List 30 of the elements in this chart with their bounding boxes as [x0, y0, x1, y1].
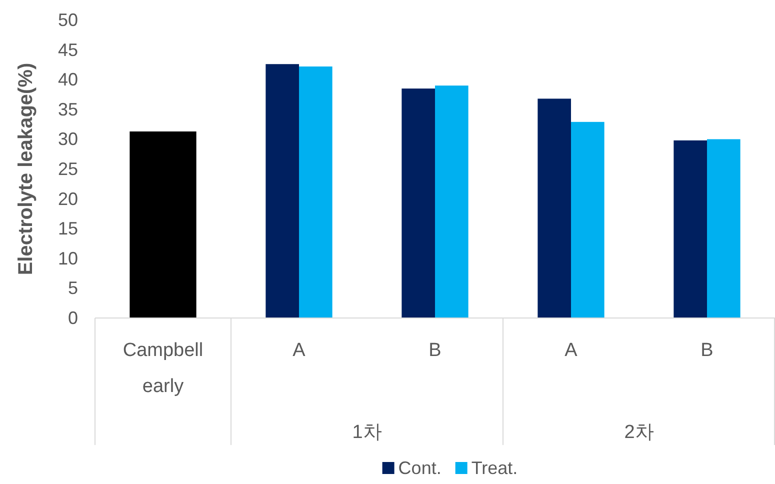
bar — [538, 98, 571, 318]
legend-label: Treat. — [471, 458, 518, 478]
y-tick-label: 45 — [58, 40, 78, 60]
bar — [130, 131, 196, 318]
bar — [674, 140, 707, 318]
legend-label: Cont. — [398, 458, 442, 478]
y-tick-label: 10 — [58, 248, 78, 268]
bar — [266, 64, 299, 318]
bar — [402, 88, 435, 318]
bar — [435, 86, 468, 318]
y-tick-label: 30 — [58, 129, 78, 150]
y-tick-label: 40 — [58, 70, 78, 90]
y-tick-label: 25 — [58, 159, 78, 179]
y-tick-label: 35 — [58, 99, 78, 120]
x-tick-label: Campbell early — [122, 340, 204, 397]
y-tick-label: 15 — [58, 218, 78, 239]
y-tick-label: 20 — [58, 188, 78, 209]
bar — [299, 66, 332, 318]
y-tick-label: 50 — [58, 10, 78, 30]
text: 2차 — [624, 422, 654, 443]
y-tick-label: 5 — [68, 278, 78, 298]
x-tick-label: B — [428, 340, 442, 361]
y-tick-label: 0 — [68, 308, 78, 328]
bar — [571, 122, 604, 318]
x-tick-label: A — [292, 340, 306, 361]
x-tick-label: A — [564, 340, 578, 361]
bar — [707, 139, 740, 318]
text: 1차 — [352, 422, 382, 443]
x-tick-label: B — [700, 340, 714, 361]
y-axis-title: Electrolyte leakage(%) — [15, 62, 37, 276]
